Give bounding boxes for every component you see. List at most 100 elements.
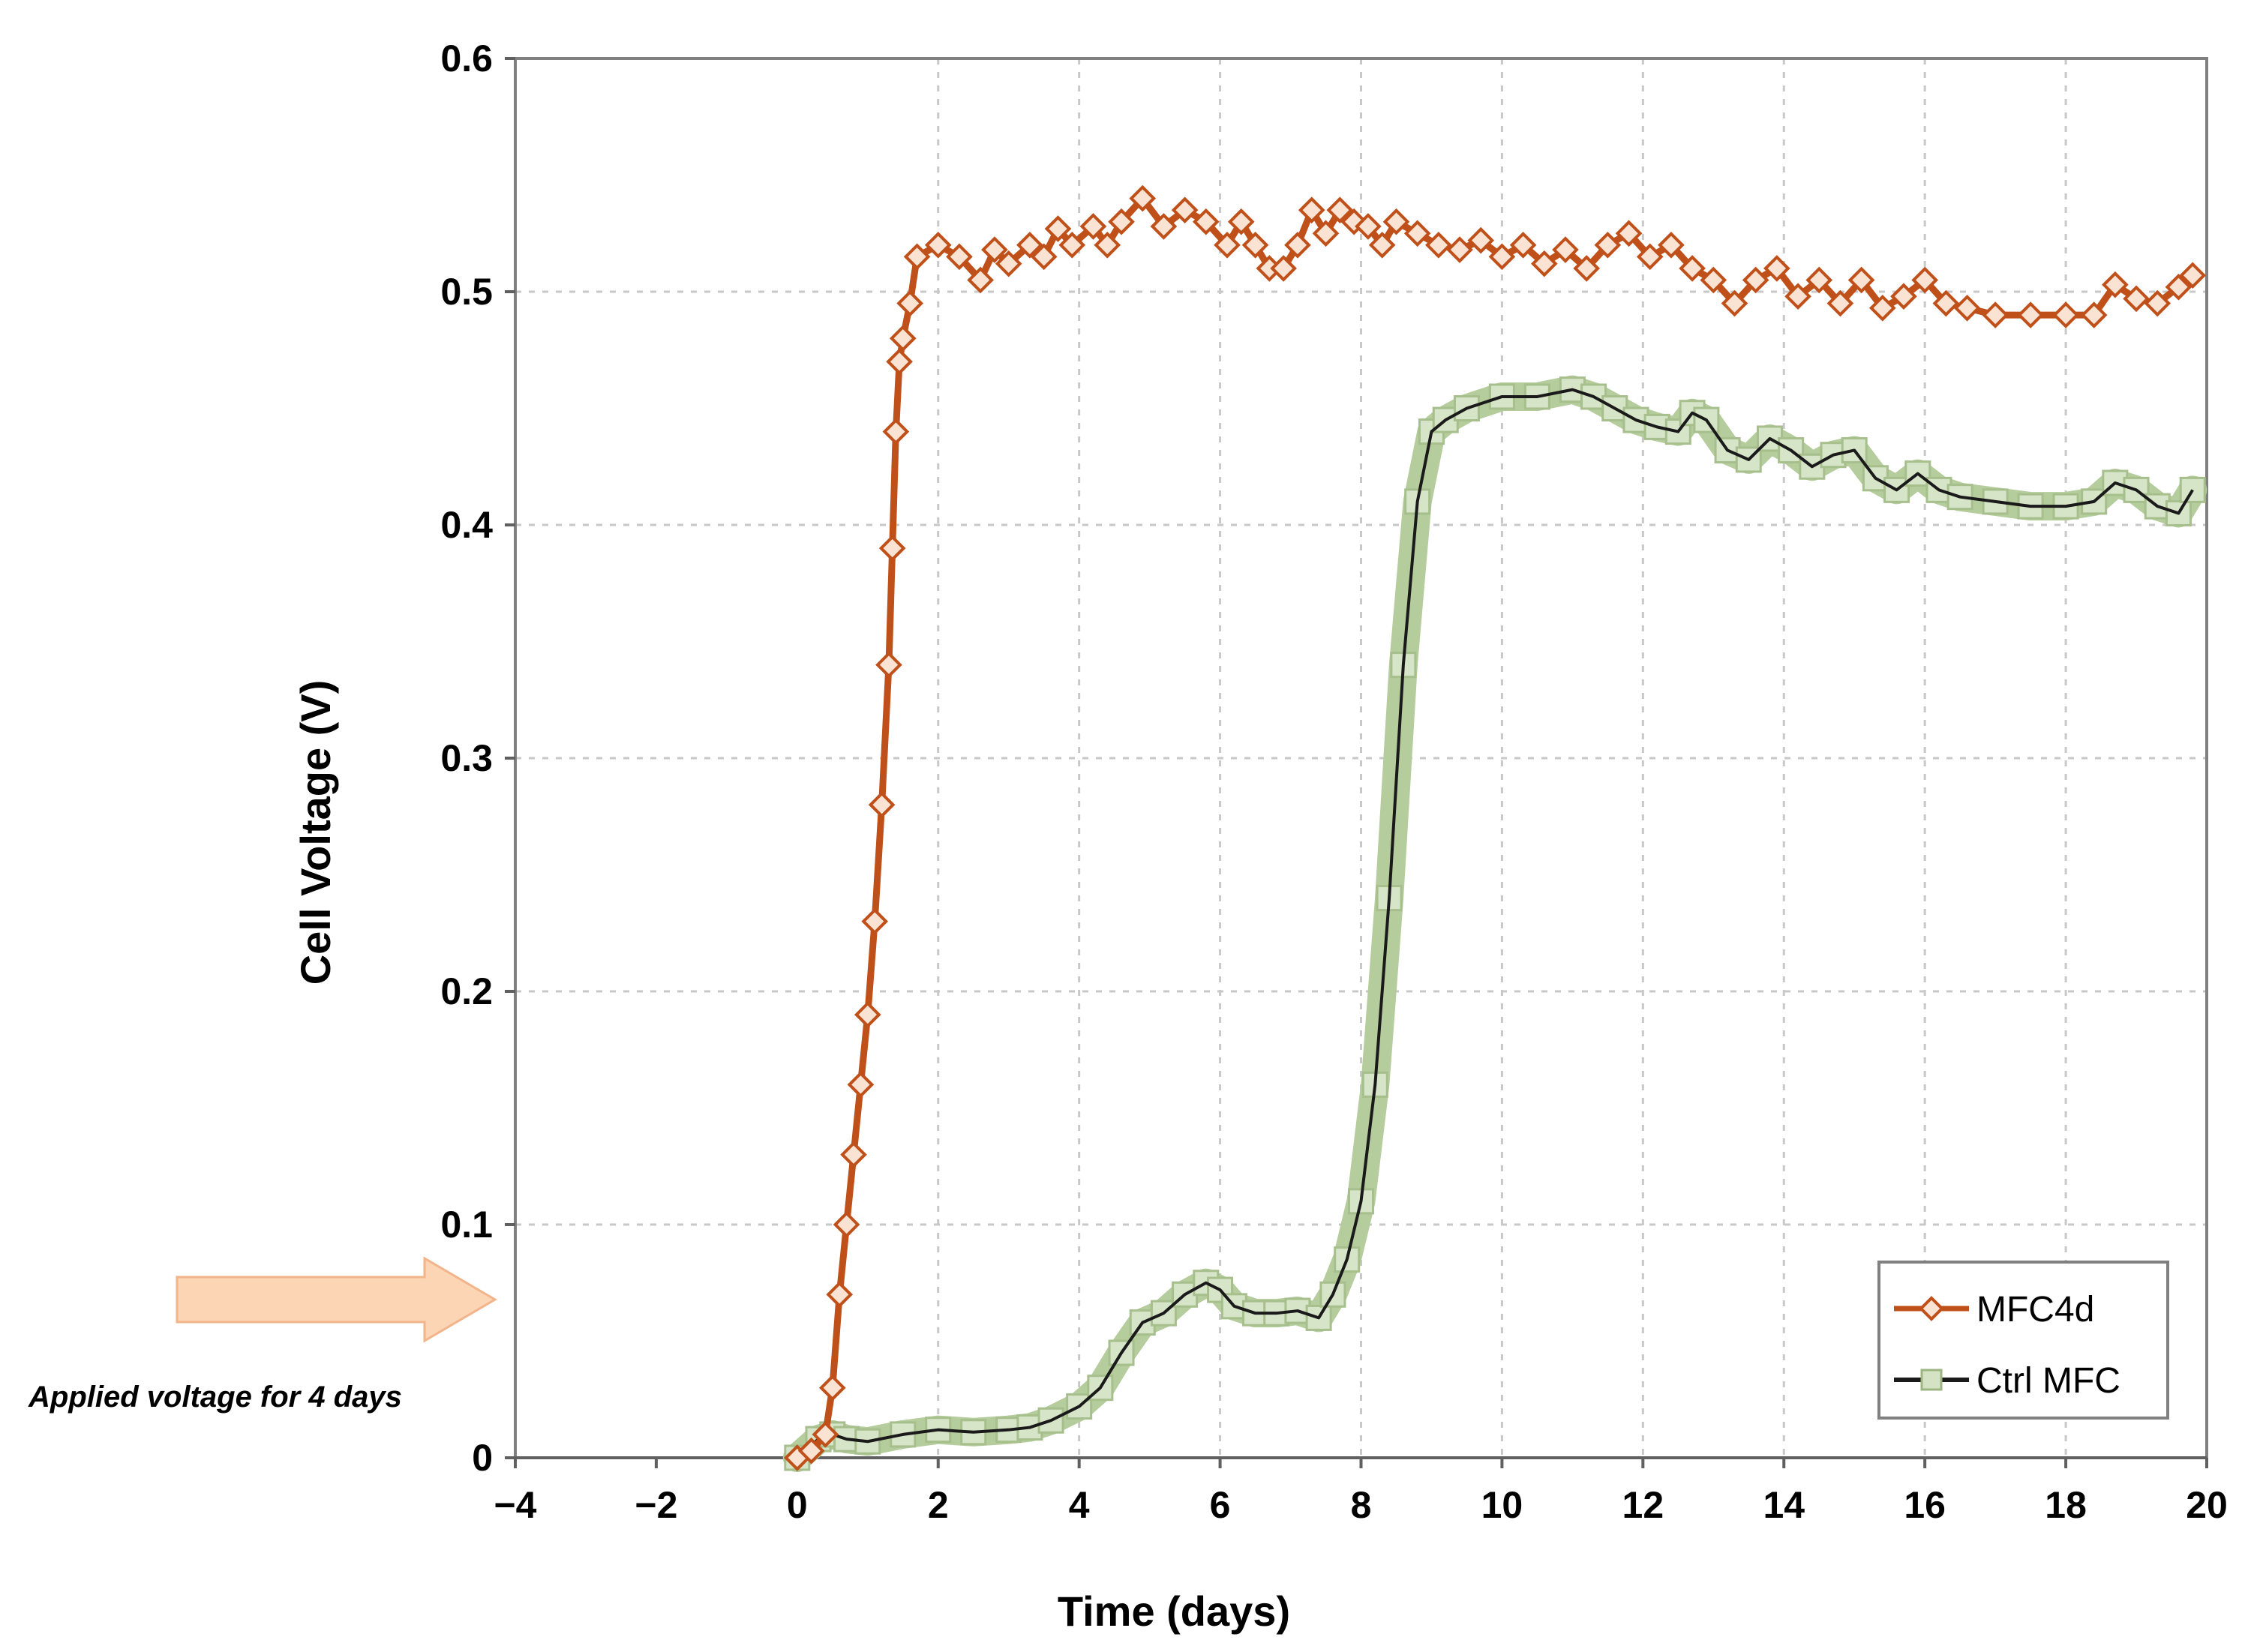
point-mfc4d	[1355, 213, 1382, 240]
x-tick-label: −2	[635, 1484, 677, 1526]
point-mfc4d	[886, 348, 913, 376]
point-mfc4d	[1214, 231, 1241, 259]
point-mfc4d	[1890, 283, 1917, 310]
point-mfc4d	[1615, 220, 1643, 247]
legend-marker-mfc4d	[1919, 1296, 1944, 1321]
point-mfc4d	[2165, 273, 2192, 301]
x-tick-label: 2	[928, 1484, 949, 1526]
y-tick-label: 0.2	[440, 970, 493, 1012]
x-tick-label: 20	[2186, 1484, 2228, 1526]
y-tick-label: 0.4	[440, 504, 493, 546]
series-mfc4d	[784, 184, 2207, 1471]
y-tick-label: 0.5	[440, 271, 493, 313]
point-mfc4d	[1058, 231, 1086, 259]
point-mfc4d	[818, 1374, 846, 1402]
x-tick-label: 14	[1763, 1484, 1805, 1526]
point-mfc4d	[1270, 255, 1297, 282]
point-mfc4d	[946, 243, 973, 271]
y-ticks: 0 0.1 0.2 0.3 0.4 0.5 0.6	[440, 37, 515, 1479]
point-mfc4d	[1763, 255, 1790, 282]
point-mfc4d	[861, 907, 889, 935]
y-tick-label: 0.6	[440, 37, 493, 79]
point-mfc4d	[1467, 226, 1495, 254]
point-ctrl-mfc	[1037, 1407, 1064, 1434]
point-mfc4d	[1298, 196, 1325, 223]
point-mfc4d	[1129, 184, 1157, 212]
point-mfc4d	[981, 236, 1008, 263]
point-mfc4d	[1594, 231, 1622, 259]
point-mfc4d	[812, 1421, 839, 1448]
x-tick-label: 6	[1210, 1484, 1231, 1526]
annotation-arrow-icon	[176, 1256, 497, 1343]
point-mfc4d	[1530, 250, 1558, 277]
point-mfc4d	[1079, 213, 1107, 240]
x-tick-label: 0	[787, 1484, 808, 1526]
x-tick-label: 4	[1069, 1484, 1090, 1526]
point-mfc4d	[1227, 208, 1255, 235]
point-mfc4d	[2179, 262, 2207, 289]
x-tick-label: 12	[1622, 1484, 1664, 1526]
point-ctrl-mfc	[1305, 1304, 1332, 1331]
point-mfc4d	[1911, 266, 1938, 294]
x-tick-label: 10	[1481, 1484, 1523, 1526]
point-mfc4d	[889, 325, 917, 352]
legend-label-ctrl-mfc: Ctrl MFC	[1976, 1361, 2120, 1401]
legend-label-mfc4d: MFC4d	[1976, 1290, 2094, 1330]
point-mfc4d	[1953, 294, 1981, 322]
point-mfc4d	[840, 1141, 867, 1168]
point-mfc4d	[1108, 208, 1135, 235]
point-mfc4d	[833, 1211, 860, 1238]
point-mfc4d	[1805, 266, 1833, 294]
point-mfc4d	[1679, 255, 1706, 282]
point-mfc4d	[967, 266, 994, 294]
point-mfc4d	[1368, 231, 1396, 259]
point-mfc4d	[1847, 266, 1875, 294]
point-mfc4d	[1171, 196, 1199, 223]
point-mfc4d	[854, 1001, 881, 1028]
x-tick-label: 8	[1351, 1484, 1372, 1526]
x-ticks: −4 −2 0 2 4 6 8 10 12 14 16 18 20	[494, 1458, 2228, 1526]
point-mfc4d	[1326, 196, 1354, 223]
y-tick-label: 0.1	[440, 1204, 493, 1246]
point-mfc4d	[924, 231, 952, 259]
point-mfc4d	[2144, 289, 2171, 317]
legend-entry-mfc4d: MFC4d	[1894, 1290, 2094, 1330]
point-mfc4d	[995, 250, 1022, 277]
point-mfc4d	[1030, 243, 1058, 271]
y-axis-title: Cell Voltage (V)	[292, 680, 339, 985]
point-mfc4d	[1382, 208, 1410, 235]
point-mfc4d	[1150, 213, 1178, 240]
point-mfc4d	[1312, 220, 1340, 247]
y-tick-label: 0	[472, 1437, 493, 1479]
point-mfc4d	[1721, 289, 1748, 317]
point-mfc4d	[1932, 289, 1960, 317]
point-mfc4d	[1784, 283, 1811, 310]
point-mfc4d	[1488, 243, 1516, 271]
point-mfc4d	[1192, 208, 1220, 235]
series-ctrl-mfc-line	[796, 388, 2194, 1459]
x-tick-label: 16	[1904, 1484, 1946, 1526]
legend-entry-ctrl-mfc: Ctrl MFC	[1894, 1361, 2120, 1401]
point-mfc4d	[1742, 266, 1769, 294]
y-tick-label: 0.3	[440, 737, 493, 779]
point-mfc4d	[1044, 215, 1072, 242]
point-mfc4d	[1573, 255, 1600, 282]
point-mfc4d	[882, 418, 910, 445]
point-mfc4d	[2123, 285, 2150, 313]
series-ctrl-mfc	[782, 375, 2207, 1472]
point-mfc4d	[1509, 231, 1537, 259]
point-mfc4d	[1982, 301, 2009, 328]
point-mfc4d	[1552, 236, 1579, 263]
point-mfc4d	[875, 651, 902, 679]
point-mfc4d	[2080, 301, 2108, 328]
point-mfc4d	[868, 791, 896, 819]
annotation: Applied voltage for 4 days	[28, 1256, 497, 1414]
point-mfc4d	[878, 535, 906, 562]
point-mfc4d	[2102, 271, 2129, 298]
point-mfc4d	[1446, 236, 1473, 263]
x-tick-label: −4	[494, 1484, 536, 1526]
point-mfc4d	[1826, 289, 1854, 317]
annotation-text: Applied voltage for 4 days	[28, 1381, 402, 1414]
point-mfc4d	[797, 1437, 825, 1465]
